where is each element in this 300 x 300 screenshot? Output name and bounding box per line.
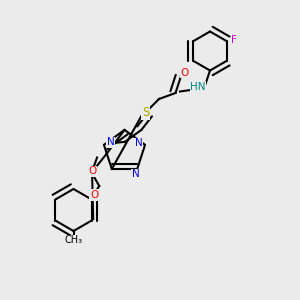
- Text: N: N: [132, 169, 140, 179]
- Text: N: N: [107, 137, 114, 147]
- Text: F: F: [231, 35, 237, 45]
- Text: N: N: [135, 138, 142, 148]
- Text: O: O: [90, 190, 98, 200]
- Text: O: O: [88, 166, 96, 176]
- Text: S: S: [142, 106, 149, 119]
- Text: HN: HN: [190, 82, 206, 92]
- Text: O: O: [180, 68, 189, 78]
- Text: CH₃: CH₃: [64, 235, 82, 245]
